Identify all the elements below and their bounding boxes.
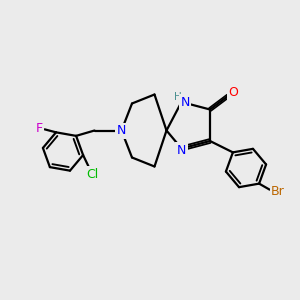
- Text: N: N: [180, 95, 190, 109]
- Text: N: N: [177, 143, 186, 157]
- Text: Cl: Cl: [87, 168, 99, 181]
- Text: O: O: [229, 86, 238, 99]
- Text: F: F: [36, 122, 43, 135]
- Text: H: H: [174, 92, 182, 102]
- Text: Br: Br: [271, 185, 285, 198]
- Text: N: N: [117, 124, 126, 137]
